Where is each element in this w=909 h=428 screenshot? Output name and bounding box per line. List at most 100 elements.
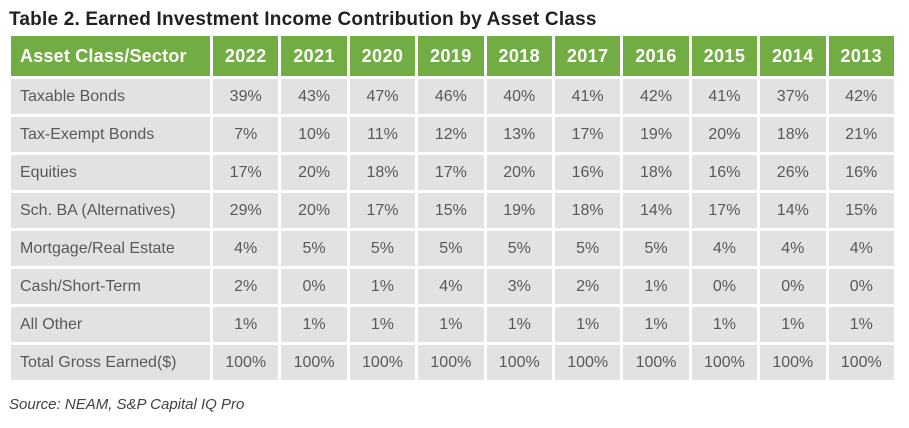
value-cell: 3% [486, 269, 552, 304]
header-row: Asset Class/Sector 2022 2021 2020 2019 2018 2… [11, 36, 894, 76]
value-cell: 15% [418, 193, 484, 228]
value-cell: 2% [213, 269, 279, 304]
value-cell: 5% [418, 231, 484, 266]
row-label-cell: Mortgage/Real Estate [11, 231, 210, 266]
value-cell: 43% [281, 79, 347, 114]
value-cell: 46% [418, 79, 484, 114]
column-header-year-2022: 2022 [213, 36, 279, 76]
value-cell: 20% [691, 117, 758, 152]
value-cell: 1% [349, 307, 416, 342]
table-row: Taxable Bonds 39% 43% 47% 46% 40% 41% 42% 41% 37%… [11, 79, 894, 114]
value-cell: 100% [418, 345, 484, 380]
value-cell: 42% [828, 79, 894, 114]
value-cell: 1% [623, 269, 689, 304]
value-cell: 17% [418, 155, 484, 190]
value-cell: 18% [349, 155, 416, 190]
value-cell: 19% [623, 117, 689, 152]
value-cell: 18% [554, 193, 621, 228]
value-cell: 39% [213, 79, 279, 114]
value-cell: 29% [213, 193, 279, 228]
value-cell: 19% [486, 193, 552, 228]
column-header-year-2016: 2016 [623, 36, 689, 76]
value-cell: 5% [281, 231, 347, 266]
value-cell: 16% [554, 155, 621, 190]
value-cell: 0% [760, 269, 826, 304]
value-cell: 100% [486, 345, 552, 380]
row-label-cell: Cash/Short-Term [11, 269, 210, 304]
table-title: Table 2. Earned Investment Income Contri… [9, 9, 597, 30]
value-cell: 40% [486, 79, 552, 114]
value-cell: 1% [486, 307, 552, 342]
value-cell: 21% [828, 117, 894, 152]
table-header: Asset Class/Sector 2022 2021 2020 2019 2018 2… [11, 36, 894, 76]
value-cell: 7% [213, 117, 279, 152]
value-cell: 16% [691, 155, 758, 190]
column-header-year-2013: 2013 [828, 36, 894, 76]
column-header-asset-class: Asset Class/Sector [11, 36, 210, 76]
column-header-year-2018: 2018 [486, 36, 552, 76]
value-cell: 47% [349, 79, 416, 114]
value-cell: 100% [554, 345, 621, 380]
value-cell: 15% [828, 193, 894, 228]
value-cell: 4% [691, 231, 758, 266]
value-cell: 4% [828, 231, 894, 266]
column-header-year-2014: 2014 [760, 36, 826, 76]
value-cell: 1% [213, 307, 279, 342]
value-cell: 100% [760, 345, 826, 380]
value-cell: 10% [281, 117, 347, 152]
table-row: Sch. BA (Alternatives) 29% 20% 17% 15% 19% 18%… [11, 193, 894, 228]
value-cell: 5% [554, 231, 621, 266]
value-cell: 5% [349, 231, 416, 266]
column-header-year-2020: 2020 [349, 36, 416, 76]
row-label-cell: Equities [11, 155, 210, 190]
value-cell: 2% [554, 269, 621, 304]
value-cell: 16% [828, 155, 894, 190]
value-cell: 37% [760, 79, 826, 114]
table-row: All Other 1% 1% 1% 1% 1% 1% 1% 1% 1% 1% [11, 307, 894, 342]
table-row: Tax-Exempt Bonds 7% 10% 11% 12% 13% 17% 19% 20% 1… [11, 117, 894, 152]
value-cell: 4% [418, 269, 484, 304]
table-row: Cash/Short-Term 2% 0% 1% 4% 3% 2% 1% 0% 0% 0% [11, 269, 894, 304]
value-cell: 1% [349, 269, 416, 304]
value-cell: 41% [554, 79, 621, 114]
value-cell: 1% [554, 307, 621, 342]
value-cell: 1% [828, 307, 894, 342]
value-cell: 1% [418, 307, 484, 342]
value-cell: 5% [623, 231, 689, 266]
value-cell: 100% [623, 345, 689, 380]
value-cell: 13% [486, 117, 552, 152]
value-cell: 18% [760, 117, 826, 152]
value-cell: 20% [486, 155, 552, 190]
row-label-cell: All Other [11, 307, 210, 342]
income-table: Asset Class/Sector 2022 2021 2020 2019 2018 2… [8, 33, 897, 383]
row-label-cell: Sch. BA (Alternatives) [11, 193, 210, 228]
table-body: Taxable Bonds 39% 43% 47% 46% 40% 41% 42% 41% 37%… [11, 79, 894, 380]
row-label-cell: Total Gross Earned($) [11, 345, 210, 380]
value-cell: 41% [691, 79, 758, 114]
source-note: Source: NEAM, S&P Capital IQ Pro [9, 396, 245, 413]
value-cell: 1% [760, 307, 826, 342]
value-cell: 17% [213, 155, 279, 190]
value-cell: 20% [281, 155, 347, 190]
value-cell: 20% [281, 193, 347, 228]
value-cell: 100% [213, 345, 279, 380]
value-cell: 18% [623, 155, 689, 190]
value-cell: 100% [281, 345, 347, 380]
row-label-cell: Taxable Bonds [11, 79, 210, 114]
value-cell: 100% [349, 345, 416, 380]
column-header-year-2021: 2021 [281, 36, 347, 76]
value-cell: 1% [623, 307, 689, 342]
value-cell: 1% [281, 307, 347, 342]
column-header-year-2017: 2017 [554, 36, 621, 76]
value-cell: 1% [691, 307, 758, 342]
value-cell: 4% [760, 231, 826, 266]
value-cell: 26% [760, 155, 826, 190]
value-cell: 12% [418, 117, 484, 152]
value-cell: 14% [760, 193, 826, 228]
column-header-year-2015: 2015 [691, 36, 758, 76]
table-row: Equities 17% 20% 18% 17% 20% 16% 18% 16% 26% 16% [11, 155, 894, 190]
value-cell: 17% [554, 117, 621, 152]
value-cell: 5% [486, 231, 552, 266]
value-cell: 42% [623, 79, 689, 114]
